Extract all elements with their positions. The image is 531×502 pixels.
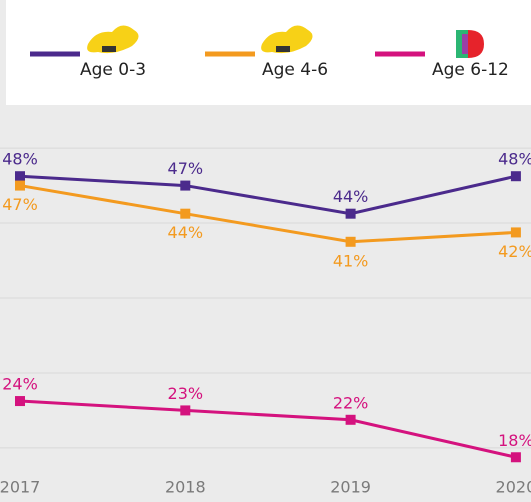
- marker: [510, 171, 521, 182]
- legend-label: Age 0-3: [80, 60, 146, 80]
- data-label: 48%: [2, 150, 38, 169]
- logo: [456, 30, 484, 58]
- data-label: 22%: [333, 393, 369, 412]
- marker: [345, 236, 356, 247]
- marker: [345, 414, 356, 425]
- marker: [15, 180, 25, 191]
- data-label: 24%: [2, 375, 38, 394]
- series-line: [19, 174, 517, 216]
- logo: [87, 25, 139, 54]
- x-tick-label: 2018: [165, 478, 206, 497]
- x-tick-label: 2020: [496, 478, 531, 497]
- data-label: 42%: [498, 242, 531, 261]
- marker: [15, 396, 25, 407]
- marker: [15, 171, 25, 182]
- x-tick-label: 2019: [330, 478, 371, 497]
- data-label: 47%: [2, 195, 38, 214]
- marker: [510, 452, 521, 463]
- legend-label: Age 6-12: [432, 60, 509, 80]
- logo: [261, 25, 313, 54]
- data-label: 23%: [168, 384, 204, 403]
- legend-box: [6, 0, 531, 105]
- data-label: 44%: [168, 223, 204, 242]
- legend-label: Age 4-6: [262, 60, 328, 80]
- series-line: [19, 184, 516, 244]
- data-label: 47%: [168, 159, 204, 178]
- marker: [180, 208, 191, 219]
- series-line: [19, 399, 517, 459]
- marker: [510, 227, 521, 238]
- data-label: 41%: [333, 251, 369, 270]
- data-label: 44%: [333, 187, 369, 206]
- data-label: 48%: [498, 150, 531, 169]
- x-tick-label: 2017: [0, 478, 40, 497]
- data-label: 18%: [498, 431, 531, 450]
- marker: [180, 405, 191, 416]
- marker: [345, 208, 356, 219]
- marker: [180, 180, 191, 191]
